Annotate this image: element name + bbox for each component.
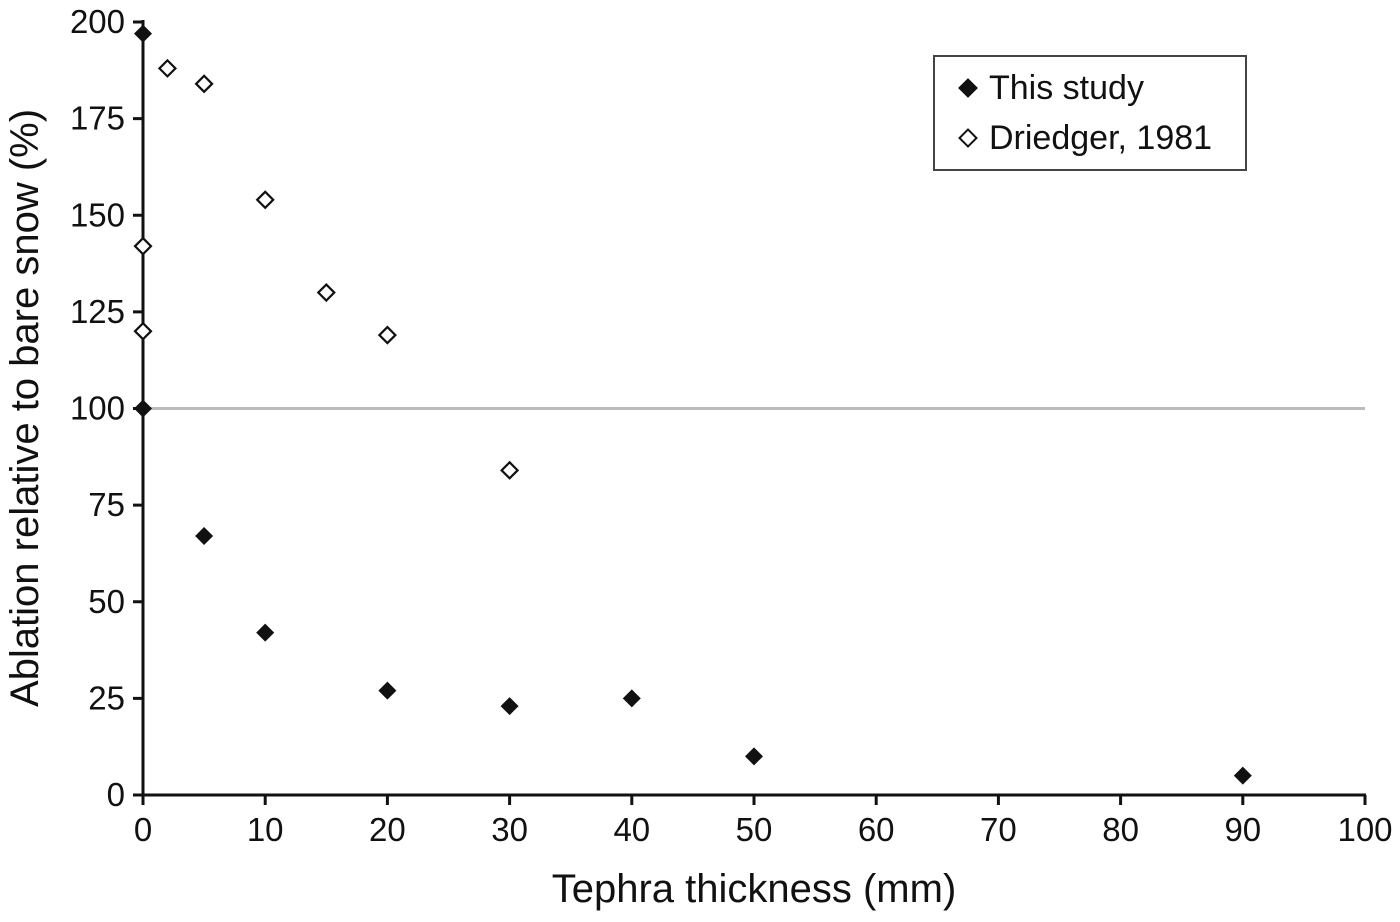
data-point-this-study [134, 399, 152, 418]
legend-item-driedger: Driedger, 1981 [949, 115, 1231, 161]
data-point-driedger-1981 [316, 282, 336, 303]
data-point-driedger-1981 [133, 236, 153, 256]
y-tick-label: 200 [70, 3, 125, 40]
x-tick-label: 50 [736, 811, 773, 848]
x-tick-label: 100 [1337, 811, 1392, 848]
plot-area: 0 10 20 30 40 50 60 70 80 90 100 0 25 50 75 100 125 150 17… [70, 3, 1393, 848]
x-tick-label: 0 [134, 811, 152, 848]
data-point-driedger-1981 [255, 190, 275, 210]
data-point-driedger-1981 [157, 58, 177, 78]
data-point-driedger-1981 [133, 321, 153, 341]
data-point-this-study [134, 24, 152, 43]
x-tick-label: 30 [491, 811, 528, 848]
data-point-this-study [622, 689, 641, 708]
x-tick-label: 10 [247, 811, 284, 848]
x-tick-label: 90 [1224, 811, 1261, 848]
filled-diamond-icon [958, 78, 978, 98]
data-point-driedger-1981 [377, 325, 397, 345]
y-tick-label: 25 [88, 679, 125, 716]
y-tick-label: 50 [88, 583, 125, 620]
data-point-this-study [256, 623, 275, 642]
y-tick-label: 125 [70, 293, 125, 330]
y-tick-label: 75 [88, 486, 125, 523]
legend-label-this-study: This study [989, 68, 1144, 107]
x-tick-label: 60 [858, 811, 895, 848]
y-tick-label: 100 [70, 390, 125, 427]
y-tick-label: 175 [70, 100, 125, 137]
y-tick-label: 150 [70, 196, 125, 233]
x-tick-label: 20 [369, 811, 406, 848]
x-axis-title: Tephra thickness (mm) [552, 867, 957, 911]
open-diamond-icon [958, 128, 978, 148]
data-point-this-study [500, 697, 519, 716]
data-point-this-study [195, 527, 214, 546]
legend-label-driedger: Driedger, 1981 [989, 118, 1213, 157]
data-point-this-study [745, 747, 763, 766]
x-tick-label: 70 [980, 811, 1017, 848]
data-point-this-study [378, 681, 397, 700]
legend-item-this-study: This study [949, 65, 1231, 111]
data-point-driedger-1981 [500, 460, 520, 480]
data-point-driedger-1981 [194, 74, 214, 94]
x-tick-label: 80 [1102, 811, 1139, 848]
legend: This study Driedger, 1981 [933, 55, 1247, 171]
y-tick-label: 0 [107, 776, 125, 813]
data-point-this-study [1233, 766, 1252, 785]
x-tick-label: 40 [613, 811, 650, 848]
y-axis-title: Ablation relative to bare snow (%) [3, 109, 47, 707]
